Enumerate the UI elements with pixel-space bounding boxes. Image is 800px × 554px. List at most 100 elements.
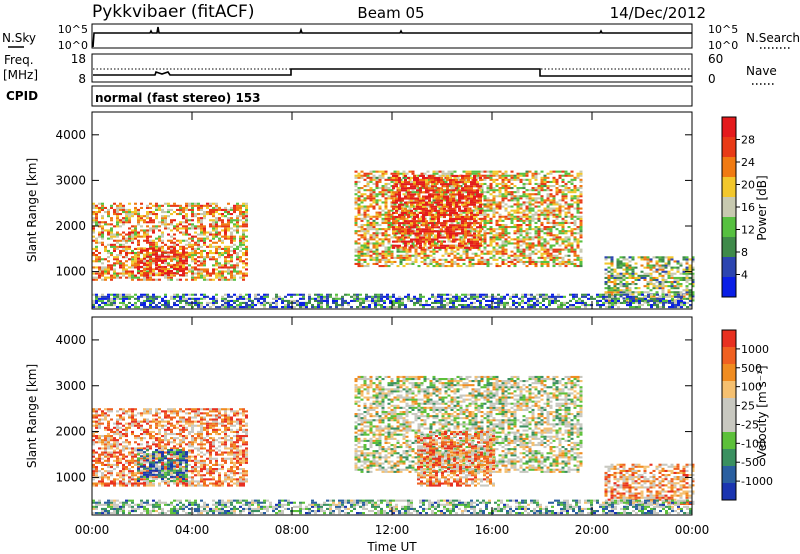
power-cell	[143, 231, 146, 234]
power-cell	[254, 304, 257, 307]
power-cell	[432, 197, 436, 200]
power-cell	[360, 262, 364, 265]
power-cell	[209, 245, 212, 248]
power-cell	[155, 206, 158, 209]
power-cell	[476, 183, 479, 186]
power-cell	[476, 193, 479, 196]
power-cell	[429, 262, 433, 265]
power-cell	[419, 242, 422, 245]
power-cell	[658, 285, 662, 288]
power-cell	[224, 278, 227, 281]
power-cell	[470, 242, 473, 245]
power-cell	[480, 256, 484, 259]
power-cell	[661, 276, 665, 279]
power-cell	[236, 206, 239, 209]
power-cell	[236, 252, 239, 255]
power-cell	[369, 215, 373, 218]
power-cell	[619, 262, 623, 265]
power-cell	[209, 274, 212, 277]
power-cell	[437, 197, 440, 200]
power-cell	[661, 293, 665, 296]
power-cell	[628, 268, 632, 271]
power-cell	[137, 215, 140, 218]
power-cell	[92, 252, 95, 255]
power-cell	[555, 256, 559, 259]
power-cell	[107, 208, 110, 211]
power-cell	[449, 189, 452, 192]
power-cell	[131, 225, 134, 228]
power-cell	[245, 235, 248, 238]
power-cell	[473, 236, 476, 239]
power-cell	[272, 301, 275, 304]
power-cell	[164, 295, 167, 298]
power-cell	[434, 209, 437, 212]
power-cell	[179, 264, 182, 267]
power-cell	[230, 295, 233, 298]
power-cell	[236, 219, 239, 222]
power-cell	[378, 254, 382, 257]
power-cell	[519, 203, 523, 206]
power-cell	[455, 187, 458, 190]
power-cell	[423, 256, 427, 259]
power-cell	[399, 254, 403, 257]
power-cell	[422, 177, 425, 180]
power-cell	[519, 244, 523, 247]
power-cell	[125, 239, 128, 242]
power-cell	[519, 180, 523, 183]
power-cell	[414, 246, 418, 249]
power-cell	[483, 252, 487, 255]
power-cell	[236, 258, 239, 261]
power-cell	[468, 262, 472, 265]
power-cell	[140, 261, 143, 264]
power-cell	[98, 225, 101, 228]
power-cell	[486, 189, 490, 192]
power-cell	[504, 203, 508, 206]
power-cell	[441, 226, 445, 229]
power-cell	[245, 204, 248, 207]
power-cell	[483, 221, 487, 224]
power-cell	[419, 205, 422, 208]
power-cell	[628, 266, 632, 269]
power-cell	[534, 260, 538, 263]
power-cell	[209, 204, 212, 207]
power-cell	[483, 234, 487, 237]
power-cell	[516, 228, 520, 231]
power-cell	[366, 185, 370, 188]
power-cell	[230, 258, 233, 261]
power-cell	[688, 297, 692, 300]
power-cell	[682, 256, 686, 259]
power-cell	[381, 240, 385, 243]
power-cell	[122, 272, 125, 275]
power-cell	[552, 178, 556, 181]
power-cell	[363, 217, 367, 220]
power-cell	[404, 183, 407, 186]
power-cell	[125, 272, 128, 275]
power-cell	[392, 177, 395, 180]
power-cell	[498, 236, 502, 239]
power-cell	[579, 201, 583, 204]
power-cell	[191, 293, 194, 296]
power-cell	[423, 234, 427, 237]
power-cell	[233, 204, 236, 207]
power-cell	[567, 236, 571, 239]
power-cell	[411, 246, 415, 249]
power-cell	[116, 235, 119, 238]
power-cell	[540, 199, 544, 202]
power-cell	[416, 230, 419, 233]
power-cell	[449, 183, 452, 186]
power-cell	[233, 276, 236, 279]
power-cell	[537, 260, 541, 263]
power-cell	[573, 219, 577, 222]
power-cell	[360, 187, 364, 190]
power-cell	[501, 187, 505, 190]
power-cell	[543, 226, 547, 229]
power-cell	[480, 250, 484, 253]
power-cell	[242, 272, 245, 275]
power-cell	[634, 276, 638, 279]
power-cell	[170, 241, 173, 244]
power-cell	[519, 254, 523, 257]
power-cell	[561, 230, 565, 233]
power-cell	[413, 183, 416, 186]
power-cell	[431, 174, 434, 177]
power-cell	[381, 191, 385, 194]
